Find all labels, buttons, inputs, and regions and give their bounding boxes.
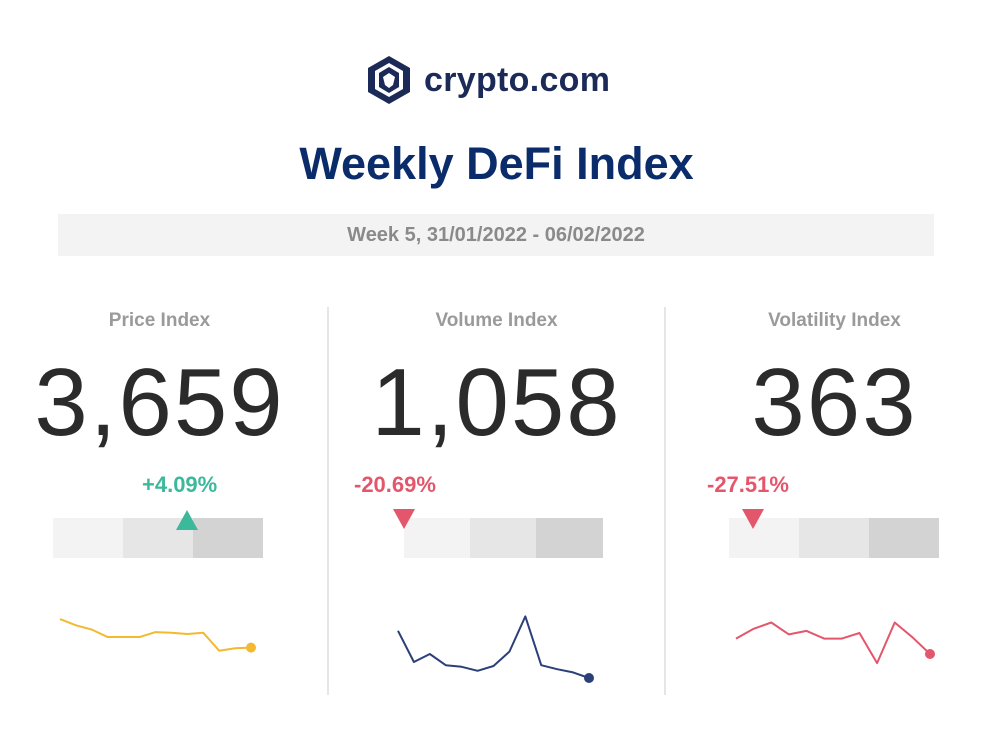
- volatility-index-label: Volatility Index: [768, 310, 901, 331]
- volume-index-sparkline: [397, 615, 594, 683]
- volume-index-card: Volume Index 1,058 -20.69%: [329, 300, 664, 720]
- column-divider: [664, 307, 666, 695]
- sparkline-path: [59, 618, 252, 652]
- week-range-bar: Week 5, 31/01/2022 - 06/02/2022: [58, 214, 934, 256]
- volatility-index-card: Volatility Index 363 -27.51%: [667, 300, 993, 720]
- brand-name: crypto.com: [424, 60, 611, 99]
- price-index-meter: [53, 518, 263, 558]
- price-index-sparkline: [59, 618, 256, 653]
- volume-index-meter: [404, 518, 603, 558]
- sparkline-endpoint: [925, 649, 935, 659]
- price-index-label: Price Index: [108, 310, 211, 331]
- column-divider: [327, 307, 329, 695]
- down-triangle-icon: [742, 509, 764, 529]
- volume-index-label: Volume Index: [435, 310, 558, 331]
- week-range-label: Week 5, 31/01/2022 - 06/02/2022: [347, 223, 645, 246]
- down-triangle-icon: [393, 509, 415, 529]
- sparkline-path: [397, 615, 590, 679]
- volume-index-change: -20.69%: [354, 472, 436, 497]
- price-index-change: +4.09%: [142, 472, 218, 497]
- page-title: Weekly DeFi Index: [299, 138, 694, 189]
- up-triangle-icon: [176, 510, 198, 530]
- volatility-index-change: -27.51%: [707, 472, 789, 497]
- brand-logo[interactable]: crypto.com: [366, 55, 610, 105]
- volatility-index-sparkline: [735, 621, 935, 665]
- sparkline-endpoint: [584, 673, 594, 683]
- price-index-card: Price Index 3,659 +4.09%: [0, 300, 327, 720]
- sparkline-path: [735, 621, 931, 665]
- volatility-index-meter: [729, 518, 939, 558]
- sparkline-endpoint: [246, 642, 256, 653]
- volume-index-value: 1,058: [371, 349, 622, 456]
- price-index-value: 3,659: [34, 349, 285, 456]
- crypto-lion-shield-icon: [368, 56, 410, 104]
- volatility-index-value: 363: [751, 349, 918, 456]
